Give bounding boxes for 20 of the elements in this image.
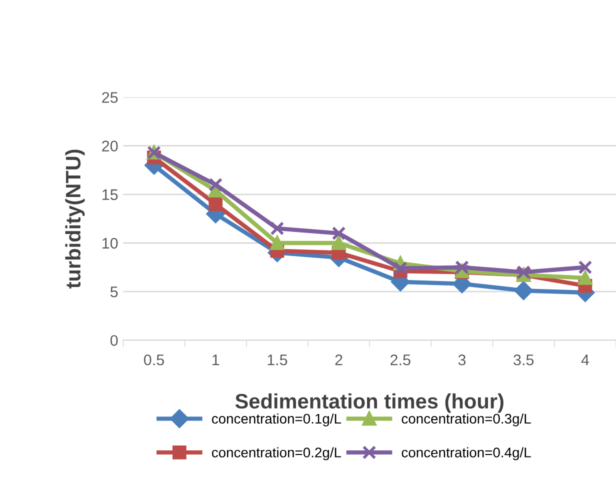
y-tick-label: 25 bbox=[102, 92, 118, 103]
y-tick-label: 0 bbox=[110, 335, 118, 346]
y-tick-label: 5 bbox=[110, 286, 118, 298]
x-tick-label: 3.5 bbox=[514, 354, 534, 366]
x-axis-title: Sedimentation times (hour) bbox=[235, 393, 504, 413]
x-tick-label: 3 bbox=[458, 354, 466, 366]
y-tick-label: 15 bbox=[102, 189, 118, 200]
legend-label: concentration=0.2g/L bbox=[212, 447, 342, 460]
legend-label: concentration=0.4g/L bbox=[402, 447, 531, 460]
legend-label: concentration=0.1g/L bbox=[212, 413, 342, 426]
x-tick-label: 1 bbox=[212, 354, 220, 366]
legend-label: concentration=0.3g/L bbox=[402, 413, 531, 426]
x-tick-label: 2 bbox=[335, 354, 342, 366]
x-tick-label: 1.5 bbox=[268, 354, 288, 366]
x-tick-label: 0.5 bbox=[144, 354, 164, 366]
x-tick-label: 4 bbox=[581, 354, 589, 366]
y-tick-label: 20 bbox=[102, 140, 118, 152]
y-tick-label: 10 bbox=[102, 238, 118, 249]
x-tick-label: 2.5 bbox=[390, 354, 410, 366]
y-axis-title: turbidity(NTU) bbox=[65, 150, 85, 288]
